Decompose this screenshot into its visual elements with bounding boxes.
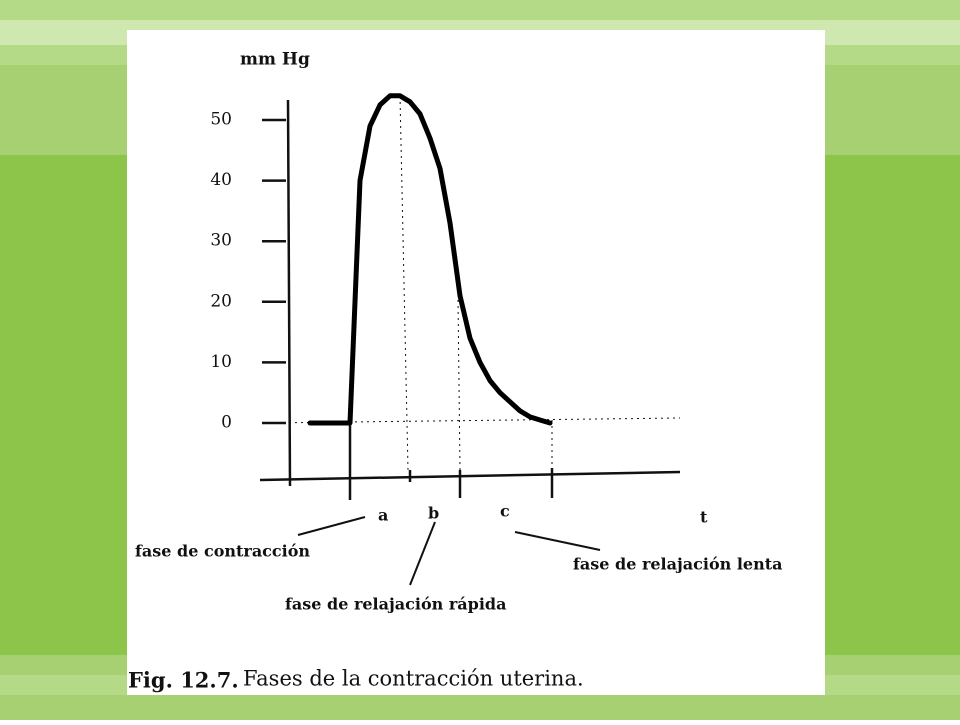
guide-dotted xyxy=(457,299,461,471)
y-tick-label: 10 xyxy=(210,352,232,372)
annotation: b xyxy=(428,504,439,523)
y-axis xyxy=(286,99,292,487)
pointer-line xyxy=(409,521,436,586)
pressure-curve xyxy=(307,93,553,426)
pointer-line xyxy=(297,516,366,536)
y-axis-label: mm Hg xyxy=(240,50,310,70)
y-tick-label: 40 xyxy=(210,170,232,190)
annotation: c xyxy=(500,502,510,521)
guide-dotted xyxy=(399,95,409,471)
annotation: a xyxy=(378,506,388,525)
figure-panel xyxy=(127,30,825,695)
stripe xyxy=(0,0,960,20)
figure-label: Fig. 12.7. xyxy=(128,668,239,693)
y-tick-label: 50 xyxy=(210,110,232,130)
axes xyxy=(259,95,681,586)
annotation: fase de contracción xyxy=(135,542,310,561)
annotation: fase de relajación rápida xyxy=(285,595,506,614)
caption: Fases de la contracción uterina. xyxy=(243,667,584,691)
pointer-line xyxy=(514,531,601,551)
stripe xyxy=(0,695,960,720)
annotation: fase de relajación lenta xyxy=(573,555,783,574)
y-tick-label: 30 xyxy=(210,231,232,251)
x-axis xyxy=(259,470,681,482)
y-tick-label: 0 xyxy=(221,413,232,433)
y-tick-label: 20 xyxy=(210,291,232,311)
x-axis-label: t xyxy=(700,508,708,527)
